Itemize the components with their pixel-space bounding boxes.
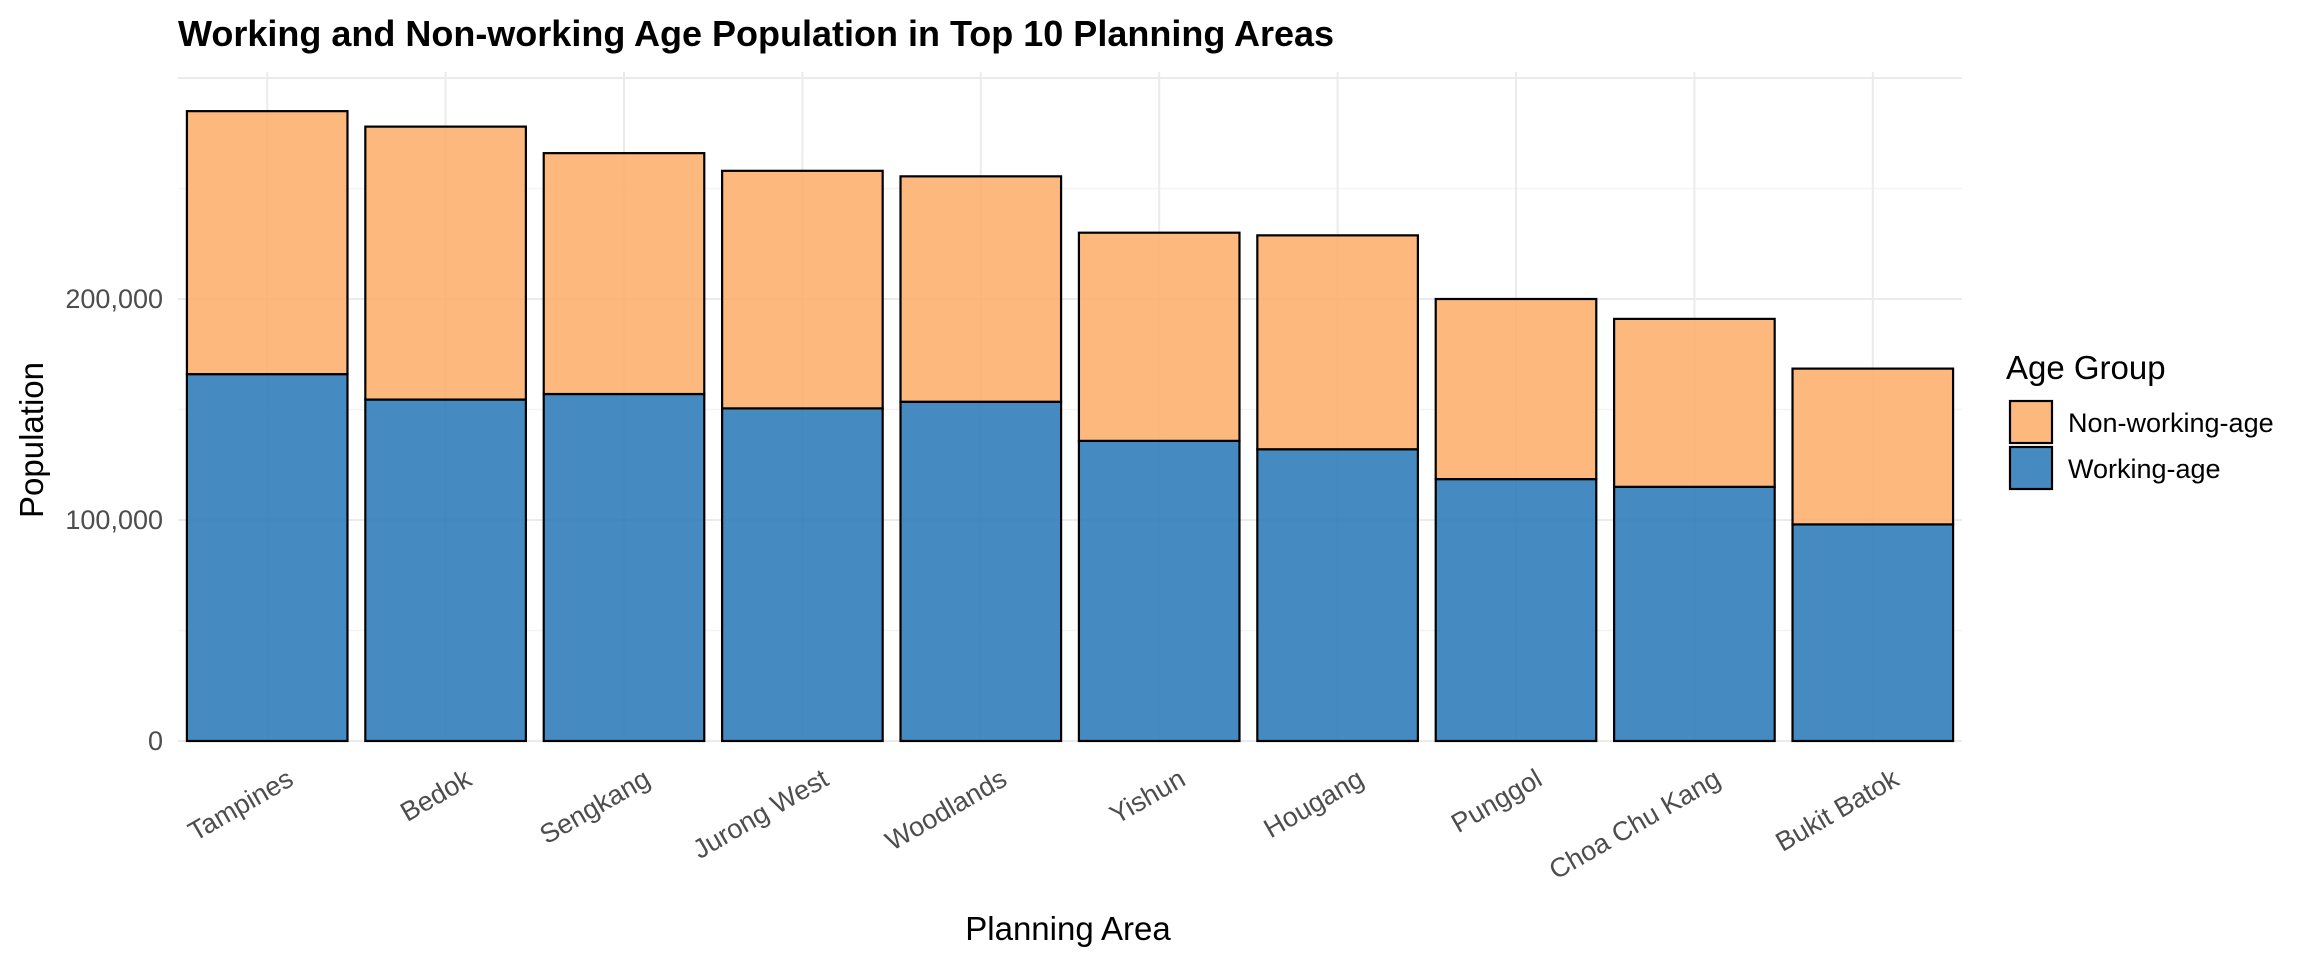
legend-label-working-age: Working-age — [2068, 454, 2221, 484]
x-tick-label-sengkang: Sengkang — [535, 763, 655, 850]
bar-jurong-west-non-working-age — [721, 169, 884, 410]
bar-choa-chu-kang-working-age — [1613, 485, 1776, 743]
bar-tampines-working-age — [185, 373, 349, 743]
legend-label-non-working-age: Non-working-age — [2068, 408, 2274, 438]
x-tick-label-jurong-west: Jurong West — [688, 763, 834, 865]
bar-bukit-batok-non-working-age — [1791, 367, 1955, 526]
bar-woodlands-working-age — [899, 400, 1063, 743]
legend-swatch-working-age — [2008, 445, 2054, 491]
x-tick-label-hougang: Hougang — [1259, 763, 1369, 844]
x-tick-label-bukit-batok: Bukit Batok — [1771, 763, 1905, 858]
bar-punggol-non-working-age — [1434, 297, 1598, 481]
legend-swatch-non-working-age — [2008, 399, 2054, 445]
y-tick-label: 200,000 — [65, 284, 163, 314]
bar-bukit-batok-working-age — [1791, 523, 1955, 743]
y-tick-label: 0 — [148, 726, 163, 756]
bar-yishun-working-age — [1077, 439, 1241, 743]
bars — [185, 110, 1955, 743]
y-tick-label: 100,000 — [65, 505, 163, 535]
y-axis-ticks: 0 100,000 200,000 — [65, 284, 163, 756]
x-tick-label-tampines: Tampines — [183, 763, 298, 847]
chart-title: Working and Non-working Age Population i… — [178, 13, 1334, 54]
bar-hougang-non-working-age — [1256, 234, 1419, 451]
y-axis-title: Population — [13, 362, 50, 518]
x-axis-title: Planning Area — [965, 910, 1171, 947]
x-tick-label-woodlands: Woodlands — [880, 763, 1012, 856]
x-tick-label-choa-chu-kang: Choa Chu Kang — [1544, 763, 1725, 885]
bar-bedok-working-age — [364, 398, 527, 743]
bar-bedok-non-working-age — [364, 125, 527, 401]
bar-sengkang-non-working-age — [542, 152, 706, 396]
bar-tampines-non-working-age — [185, 110, 349, 376]
bar-punggol-working-age — [1434, 478, 1598, 743]
x-axis-ticks: Tampines Bedok Sengkang Jurong West Woodland… — [183, 763, 1904, 885]
legend-title: Age Group — [2006, 349, 2166, 386]
x-tick-label-yishun: Yishun — [1105, 763, 1191, 830]
bar-yishun-non-working-age — [1077, 231, 1241, 442]
bar-hougang-working-age — [1256, 448, 1419, 743]
legend: Age Group Non-working-age Working-age — [2006, 349, 2274, 491]
bar-choa-chu-kang-non-working-age — [1613, 317, 1776, 488]
x-tick-label-bedok: Bedok — [395, 763, 477, 828]
bar-woodlands-non-working-age — [899, 175, 1063, 403]
bar-jurong-west-working-age — [721, 407, 884, 743]
x-tick-label-punggol: Punggol — [1446, 763, 1547, 839]
bar-sengkang-working-age — [542, 392, 706, 743]
